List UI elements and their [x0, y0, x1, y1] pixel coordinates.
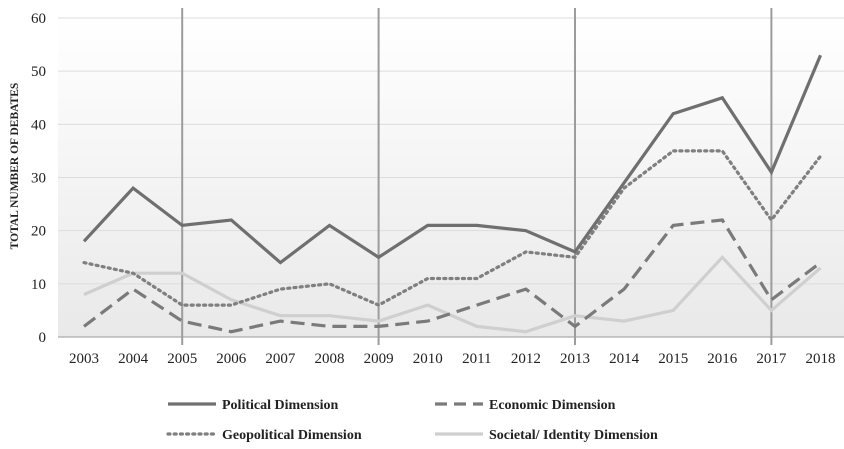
y-tick-label: 0: [39, 330, 47, 346]
x-tick-label: 2011: [462, 351, 491, 367]
axes: 0 10 20 30 40 50 60 2003 2004 2005 2006 2007 2008 200…: [31, 11, 836, 367]
x-tick-label: 2015: [658, 351, 688, 367]
legend-label: Political Dimension: [222, 398, 338, 413]
y-axis-label: TOTAL NUMBER OF DEBATES: [9, 83, 21, 250]
x-tick-label: 2007: [265, 351, 296, 367]
series-line: [82, 54, 822, 265]
series-line: [83, 218, 822, 334]
y-tick-label: 20: [31, 224, 46, 240]
legend: Political Dimension Economic Dimension Geo…: [166, 398, 658, 443]
x-tick-label: 2018: [806, 351, 836, 367]
x-tick-label: 2006: [216, 351, 247, 367]
x-tick-label: 2005: [167, 351, 197, 367]
legend-label: Geopolitical Dimension: [222, 428, 362, 443]
x-tick-label: 2016: [707, 351, 738, 367]
vertical-markers: [181, 8, 773, 345]
gridlines: [58, 17, 844, 338]
x-tick-label: 2008: [315, 351, 345, 367]
x-tick-label: 2004: [118, 351, 149, 367]
legend-label: Economic Dimension: [489, 398, 616, 413]
series-line: [83, 254, 822, 334]
x-tick-label: 2009: [364, 351, 394, 367]
series-lines: [82, 54, 823, 334]
y-tick-label: 50: [31, 64, 46, 80]
legend-label: Societal/ Identity Dimension: [489, 428, 658, 443]
x-tick-label: 2012: [511, 351, 541, 367]
x-tick-label: 2017: [756, 351, 787, 367]
y-tick-label: 40: [31, 117, 46, 133]
series-line: [82, 149, 823, 307]
y-tick-label: 60: [31, 11, 46, 27]
x-tick-label: 2014: [609, 351, 640, 367]
x-tick-label: 2010: [413, 351, 443, 367]
x-tick-label: 2003: [69, 351, 99, 367]
y-tick-label: 30: [31, 171, 46, 187]
y-tick-label: 10: [31, 277, 46, 293]
x-tick-label: 2013: [560, 351, 590, 367]
